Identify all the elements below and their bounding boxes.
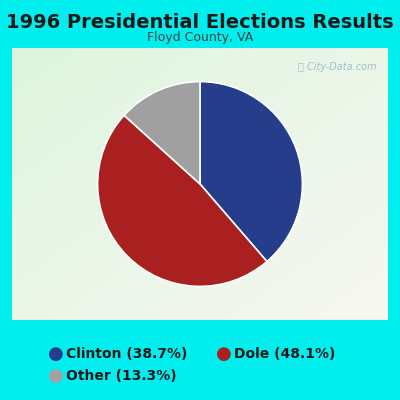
Wedge shape — [200, 82, 302, 262]
Text: ●: ● — [216, 345, 232, 363]
Text: Dole (48.1%): Dole (48.1%) — [234, 347, 335, 361]
Text: ●: ● — [48, 367, 64, 385]
Text: Clinton (38.7%): Clinton (38.7%) — [66, 347, 187, 361]
Text: Other (13.3%): Other (13.3%) — [66, 369, 177, 383]
Wedge shape — [98, 115, 267, 286]
Text: ⓘ City-Data.com: ⓘ City-Data.com — [298, 62, 377, 72]
Text: ●: ● — [48, 345, 64, 363]
Text: 1996 Presidential Elections Results: 1996 Presidential Elections Results — [6, 12, 394, 32]
Text: Floyd County, VA: Floyd County, VA — [147, 32, 253, 44]
Wedge shape — [124, 82, 200, 184]
